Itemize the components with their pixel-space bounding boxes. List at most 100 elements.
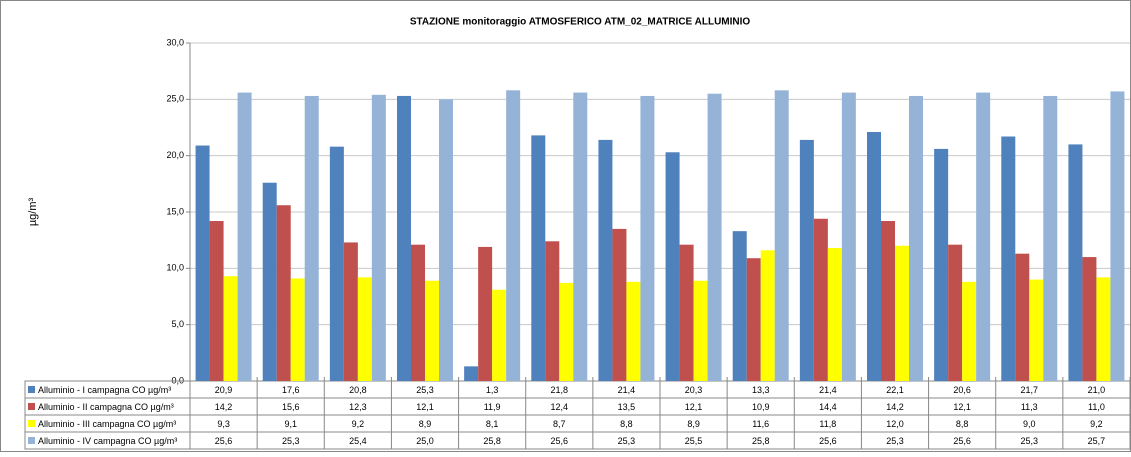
table-cell: 1,3	[486, 385, 499, 395]
table-cell: 25,3	[282, 436, 300, 446]
table-cell: 12,4	[551, 402, 569, 412]
bar	[746, 258, 761, 381]
bar	[813, 218, 828, 381]
y-tick-label: 20,0	[166, 150, 184, 160]
bar	[799, 139, 814, 381]
bar	[262, 182, 277, 381]
bar	[478, 246, 493, 381]
bar	[304, 95, 319, 381]
table-cell: 10,9	[752, 402, 770, 412]
y-tick-label: 25,0	[166, 94, 184, 104]
bar	[693, 280, 708, 381]
table-cell: 8,1	[486, 419, 499, 429]
table-cell: 21,7	[1021, 385, 1039, 395]
table-cell: 20,9	[215, 385, 233, 395]
table-cell: 25,6	[819, 436, 837, 446]
bar	[881, 221, 895, 381]
table-cell: 17,6	[282, 385, 300, 395]
table-cell: 22,1	[886, 385, 904, 395]
bar	[573, 92, 588, 381]
table-cell: 8,9	[687, 419, 700, 429]
chart-title: STAZIONE monitoraggio ATMOSFERICO ATM_02…	[410, 17, 751, 28]
table-cell: 20,6	[953, 385, 971, 395]
bar	[329, 146, 344, 381]
legend-key	[28, 420, 35, 427]
y-tick-label: 15,0	[166, 206, 184, 216]
bar	[679, 244, 694, 381]
bar	[1029, 279, 1044, 381]
bar	[976, 92, 991, 381]
table-cell: 25,6	[215, 436, 233, 446]
table-cell: 9,2	[352, 419, 365, 429]
bar	[948, 244, 963, 381]
table-cell: 11,6	[752, 419, 769, 429]
bar	[962, 281, 977, 381]
table-cell: 25,8	[752, 436, 770, 446]
bar	[492, 289, 507, 381]
table-cell: 12,0	[886, 419, 904, 429]
bar	[774, 90, 789, 381]
table-cell: 25,6	[551, 436, 569, 446]
bar	[934, 148, 949, 381]
table-cell: 25,5	[685, 436, 703, 446]
table-cell: 11,3	[1021, 402, 1038, 412]
bar	[195, 145, 210, 381]
bar	[290, 278, 305, 381]
legend-label: Alluminio - IV campagna CO µg/m³	[38, 436, 177, 446]
table-cell: 12,1	[416, 402, 434, 412]
table-cell: 25,7	[1088, 436, 1106, 446]
y-axis-label: µg/m³	[27, 197, 39, 226]
table-cell: 25,8	[483, 436, 501, 446]
table-cell: 14,4	[819, 402, 837, 412]
bar	[760, 250, 775, 381]
bar	[707, 93, 722, 381]
table-cell: 11,8	[819, 419, 836, 429]
table-cell: 8,8	[620, 419, 633, 429]
bar	[626, 281, 641, 381]
bar	[545, 241, 560, 381]
table-cell: 25,3	[618, 436, 636, 446]
bar	[1068, 144, 1083, 381]
bar	[909, 95, 923, 381]
table-cell: 14,2	[215, 402, 233, 412]
bar	[665, 152, 680, 381]
bar	[209, 221, 224, 381]
y-tick-label: 5,0	[171, 319, 184, 329]
table-cell: 12,1	[953, 402, 971, 412]
bar	[1082, 257, 1097, 381]
bar	[397, 95, 411, 381]
table-cell: 15,6	[282, 402, 300, 412]
bar	[1043, 95, 1058, 381]
legend-label: Alluminio - III campagna CO µg/m³	[38, 419, 176, 429]
table-cell: 14,2	[886, 402, 904, 412]
bar	[559, 282, 574, 381]
table-cell: 21,8	[551, 385, 569, 395]
bar	[841, 92, 856, 381]
bar	[425, 280, 439, 381]
bar	[357, 277, 372, 381]
bar	[1015, 253, 1030, 381]
bar	[1110, 91, 1125, 382]
table-cell: 20,3	[685, 385, 703, 395]
bar	[237, 92, 252, 381]
table-cell: 21,0	[1088, 385, 1106, 395]
bar	[1096, 277, 1111, 381]
table-cell: 8,7	[553, 419, 566, 429]
y-tick-label: 10,0	[166, 263, 184, 273]
bar	[640, 95, 655, 381]
table-cell: 21,4	[618, 385, 636, 395]
bar	[867, 132, 881, 381]
bar	[531, 135, 546, 381]
bar	[276, 205, 291, 381]
table-cell: 21,4	[819, 385, 837, 395]
bar	[895, 245, 909, 381]
legend-key	[28, 403, 35, 410]
bar	[612, 228, 627, 381]
legend-label: Alluminio - II campagna CO µg/m³	[38, 402, 174, 412]
table-cell: 9,2	[1090, 419, 1103, 429]
legend-key	[28, 386, 35, 393]
table-cell: 12,1	[685, 402, 703, 412]
bar	[223, 276, 238, 381]
table-cell: 9,3	[217, 419, 230, 429]
